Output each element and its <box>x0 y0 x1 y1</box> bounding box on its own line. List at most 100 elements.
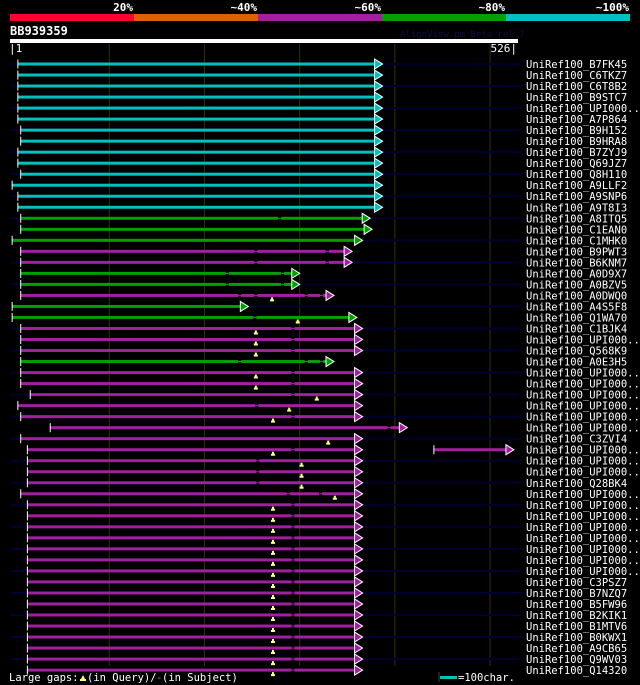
hit-row[interactable]: UniRef100_UPI000.. <box>10 565 640 578</box>
hit-label[interactable]: UniRef100_UPI000.. <box>526 379 640 391</box>
hit-label[interactable]: UniRef100_UPI000.. <box>526 511 640 523</box>
hit-label[interactable]: UniRef100_UPI000.. <box>526 566 640 578</box>
hit-row[interactable]: UniRef100_UPI000.. <box>10 388 640 402</box>
hit-label[interactable]: UniRef100_C3ZVI4 <box>526 434 627 446</box>
hit-row[interactable]: UniRef100_UPI000.. <box>26 531 640 545</box>
hit-row[interactable]: UniRef100_UPI000.. <box>10 366 640 380</box>
hit-row[interactable]: UniRef100_UPI000.. <box>20 333 640 347</box>
hit-label[interactable]: UniRef100_UPI000.. <box>526 467 640 479</box>
hit-row[interactable]: UniRef100_Q1WA70 <box>11 311 627 324</box>
hit-row[interactable]: UniRef100_B7NZQ7 <box>10 587 627 600</box>
hit-row[interactable]: UniRef100_UPI000.. <box>10 498 640 512</box>
hit-row[interactable]: UniRef100_B2KIK1 <box>10 609 627 622</box>
hit-row[interactable]: UniRef100_Q9WV03 <box>10 653 627 666</box>
hit-row[interactable]: UniRef100_C1EAN0 <box>20 223 627 236</box>
hit-label[interactable]: UniRef100_B7FK45 <box>526 59 627 71</box>
hit-label[interactable]: UniRef100_B7NZQ7 <box>526 588 627 600</box>
hit-label[interactable]: UniRef100_B5FW96 <box>526 599 627 611</box>
hit-row[interactable]: UniRef100_UPI000.. <box>49 421 640 435</box>
hit-label[interactable]: UniRef100_Q9WV03 <box>526 654 627 666</box>
hit-row[interactable]: UniRef100_B0KWX1 <box>10 631 627 644</box>
hit-label[interactable]: UniRef100_Q8H110 <box>526 169 627 181</box>
hit-label[interactable]: UniRef100_Q14320 <box>526 665 627 677</box>
hit-label[interactable]: UniRef100_C6TKZ7 <box>526 70 627 82</box>
hit-row[interactable]: UniRef100_Q568K9 <box>10 344 627 358</box>
hit-row[interactable]: UniRef100_B9PWT3 <box>20 245 627 258</box>
hit-row[interactable]: UniRef100_A0D9X7 <box>20 267 627 280</box>
hit-row[interactable]: UniRef100_UPI000.. <box>10 410 640 424</box>
hit-row[interactable]: UniRef100_C3PSZ7 <box>26 576 627 589</box>
hit-row[interactable]: UniRef100_UPI000.. <box>20 377 640 391</box>
hit-label[interactable]: UniRef100_Q1WA70 <box>526 312 627 324</box>
hit-row[interactable]: UniRef100_B7FK45 <box>10 58 627 71</box>
hit-label[interactable]: UniRef100_Q568K9 <box>526 346 627 358</box>
hit-row[interactable]: UniRef100_B6KNM7 <box>10 256 627 269</box>
hit-row[interactable]: UniRef100_C6T8B2 <box>10 80 627 93</box>
hit-row[interactable]: UniRef100_A0E3H5 <box>20 355 627 369</box>
hit-row[interactable]: UniRef100_A8ITQ5 <box>10 212 627 225</box>
hit-row[interactable]: UniRef100_UPI000.. <box>26 553 640 567</box>
hit-row[interactable]: UniRef100_B7ZYJ9 <box>10 146 627 159</box>
hit-row[interactable]: UniRef100_UPI000.. <box>10 102 640 115</box>
hit-label[interactable]: UniRef100_C1BJK4 <box>526 323 627 335</box>
hit-label[interactable]: UniRef100_A8ITQ5 <box>526 213 627 225</box>
hit-label[interactable]: UniRef100_A9T8I3 <box>526 202 627 214</box>
hit-label[interactable]: UniRef100_B7ZYJ9 <box>526 147 627 159</box>
hit-row[interactable]: UniRef100_UPI000.. <box>26 465 640 479</box>
hit-label[interactable]: UniRef100_B9STC7 <box>526 92 627 104</box>
hit-row[interactable]: UniRef100_UPI000.. <box>10 454 640 468</box>
hit-label[interactable]: UniRef100_B0KWX1 <box>526 632 627 644</box>
hit-label[interactable]: UniRef100_A0D9X7 <box>526 268 627 280</box>
hit-row[interactable]: UniRef100_A9LLF2 <box>11 179 627 192</box>
hit-row[interactable]: UniRef100_Q69JZ7 <box>17 157 627 170</box>
hit-row[interactable]: UniRef100_C3ZVI4 <box>10 432 627 446</box>
hit-label[interactable]: UniRef100_C3PSZ7 <box>526 577 627 589</box>
hit-row[interactable]: UniRef100_B9HRA8 <box>20 135 627 148</box>
hit-row[interactable]: UniRef100_A7P864 <box>17 113 627 126</box>
hit-label[interactable]: UniRef100_C1MHK0 <box>526 235 627 247</box>
hit-label[interactable]: UniRef100_UPI000.. <box>526 103 640 115</box>
hit-label[interactable]: UniRef100_UPI000.. <box>526 335 640 347</box>
hit-label[interactable]: UniRef100_UPI000.. <box>526 412 640 424</box>
hit-row[interactable]: UniRef100_UPI000.. <box>26 509 640 523</box>
hit-label[interactable]: UniRef100_A9SNP6 <box>526 191 627 203</box>
hit-label[interactable]: UniRef100_B9H152 <box>526 125 627 137</box>
hit-row[interactable]: UniRef100_UPI000.. <box>17 399 640 413</box>
hit-label[interactable]: UniRef100_UPI000.. <box>526 445 640 457</box>
hit-label[interactable]: UniRef100_A0E3H5 <box>526 357 627 369</box>
hit-row[interactable]: UniRef100_UPI000.. <box>20 487 640 501</box>
hit-label[interactable]: UniRef100_UPI000.. <box>526 555 640 567</box>
hit-label[interactable]: UniRef100_C6T8B2 <box>526 81 627 93</box>
hit-label[interactable]: UniRef100_A7P864 <box>526 114 627 126</box>
hit-label[interactable]: UniRef100_UPI000.. <box>526 489 640 501</box>
hit-row[interactable]: UniRef100_A9SNP6 <box>10 190 627 203</box>
hit-label[interactable]: UniRef100_A0DWQ0 <box>526 290 627 302</box>
hit-label[interactable]: UniRef100_UPI000.. <box>526 423 640 435</box>
hit-row[interactable]: UniRef100_C1BJK4 <box>10 322 627 335</box>
hit-label[interactable]: UniRef100_B1MTV6 <box>526 621 627 633</box>
hit-row[interactable]: UniRef100_B1MTV6 <box>26 620 627 633</box>
hit-label[interactable]: UniRef100_C1EAN0 <box>526 224 627 236</box>
hit-label[interactable]: UniRef100_UPI000.. <box>526 456 640 468</box>
hit-label[interactable]: UniRef100_Q69JZ7 <box>526 158 627 170</box>
hit-label[interactable]: UniRef100_UPI000.. <box>526 544 640 556</box>
hit-row[interactable]: UniRef100_A0BZV5 <box>10 278 627 291</box>
hit-label[interactable]: UniRef100_UPI000.. <box>526 533 640 545</box>
hit-label[interactable]: UniRef100_A9CB65 <box>526 643 627 655</box>
hit-row[interactable]: UniRef100_UPI000.. <box>10 520 640 534</box>
hit-label[interactable]: UniRef100_B9HRA8 <box>526 136 627 148</box>
hit-row[interactable]: UniRef100_Q14320 <box>26 664 627 677</box>
hit-row[interactable]: UniRef100_A9CB65 <box>26 642 627 655</box>
hit-row[interactable]: UniRef100_UPI000.. <box>10 542 640 556</box>
hit-row[interactable]: UniRef100_Q8H110 <box>10 168 627 181</box>
hit-row[interactable]: UniRef100_A0DWQ0 <box>20 289 627 302</box>
hit-label[interactable]: UniRef100_A4S5F8 <box>526 301 627 313</box>
hit-label[interactable]: UniRef100_UPI000.. <box>526 368 640 380</box>
hit-row[interactable]: UniRef100_A4S5F8 <box>10 300 627 313</box>
hit-row[interactable]: UniRef100_Q28BK4 <box>10 476 627 490</box>
hit-row[interactable]: UniRef100_B5FW96 <box>26 598 627 611</box>
hit-label[interactable]: UniRef100_UPI000.. <box>526 500 640 512</box>
hit-label[interactable]: UniRef100_A0BZV5 <box>526 279 627 291</box>
hit-label[interactable]: UniRef100_B2KIK1 <box>526 610 627 622</box>
hit-row[interactable]: UniRef100_B9STC7 <box>17 91 627 104</box>
